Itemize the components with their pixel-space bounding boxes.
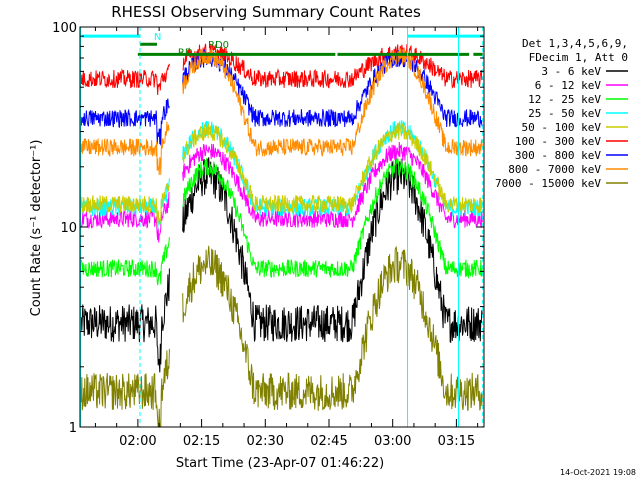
legend-label: 25 - 50 keV [528, 107, 601, 120]
x-tick-label: 02:15 [183, 434, 220, 449]
series-line-3to6kev [80, 156, 483, 373]
legend-label: 50 - 100 keV [522, 121, 602, 134]
legend-label: 6 - 12 keV [535, 79, 602, 92]
legend-label: 12 - 25 keV [528, 93, 601, 106]
series-line-800to7000kev [80, 48, 483, 176]
x-tick-label: 02:45 [310, 434, 347, 449]
ticks-layer: 1 10 100 02:00 02:15 02:30 02:45 03:00 03:15 [52, 21, 484, 449]
y-tick-label: 10 [60, 221, 77, 236]
y-axis-label: Count Rate (s⁻¹ detector⁻¹) [29, 140, 44, 317]
x-axis-label: Start Time (23-Apr-07 01:46:22) [176, 456, 384, 471]
series-line-12to25kev [80, 158, 483, 286]
flag-bars-layer: N RD0 RD [81, 32, 483, 58]
legend-label: 800 - 7000 keV [508, 163, 601, 176]
y-tick-label: 1 [69, 421, 77, 436]
series-line-50to100kev [80, 122, 483, 228]
x-tick-label: 02:30 [247, 434, 284, 449]
footer-date: 14-Oct-2021 19:08 [560, 468, 636, 477]
flag-label-rd0: RD0 [208, 40, 229, 51]
legend-header: FDecim 1, Att 0 [529, 51, 628, 64]
series-line-300to800kev [80, 49, 483, 146]
y-tick-label: 100 [52, 21, 77, 36]
series-line-100to300kev [80, 43, 483, 96]
legend-label: 100 - 300 keV [515, 135, 601, 148]
legend-label: 7000 - 15000 keV [495, 177, 601, 190]
flag-label-rd: RD [178, 47, 193, 58]
flag-label-n: N [154, 32, 161, 43]
legend-label: 300 - 800 keV [515, 149, 601, 162]
series-line-6to12kev [80, 141, 483, 243]
x-tick-label: 03:15 [438, 434, 475, 449]
x-tick-label: 02:00 [119, 434, 156, 449]
legend-label: 3 - 6 keV [541, 65, 601, 78]
series-layer [80, 43, 483, 428]
series-line-7000to15000kev [80, 245, 483, 428]
legend: Det 1,3,4,5,6,9,FDecim 1, Att 03 - 6 keV… [495, 37, 628, 190]
legend-header: Det 1,3,4,5,6,9, [522, 37, 628, 50]
x-tick-label: 03:00 [374, 434, 411, 449]
chart-title: RHESSI Observing Summary Count Rates [111, 3, 421, 21]
